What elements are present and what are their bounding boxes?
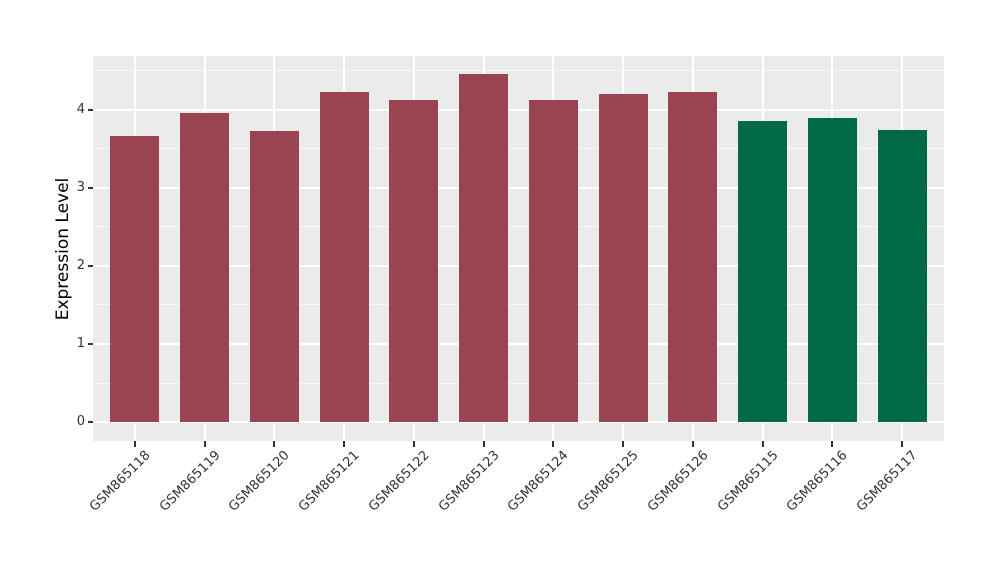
y-tick-mark: [88, 264, 93, 267]
y-tick-label: 4: [76, 101, 85, 117]
gridline-major: [93, 342, 944, 345]
bar-GSM865115: [738, 120, 788, 423]
x-tick-mark: [482, 441, 485, 447]
x-tick-mark: [552, 441, 555, 447]
bar-GSM865116: [807, 117, 857, 423]
gridline-major: [93, 421, 944, 424]
gridline-major: [93, 186, 944, 189]
y-tick-label: 0: [76, 414, 85, 430]
x-tick-mark: [273, 441, 276, 447]
bar-GSM865124: [528, 100, 578, 423]
y-tick-label: 2: [76, 257, 85, 273]
y-tick-mark: [88, 421, 93, 424]
x-tick-mark: [343, 441, 346, 447]
bar-GSM865125: [598, 94, 648, 423]
x-tick-mark: [203, 441, 206, 447]
x-tick-mark: [412, 441, 415, 447]
y-tick-mark: [88, 342, 93, 345]
bar-GSM865117: [877, 130, 927, 423]
y-axis-title: Expression Level: [53, 177, 73, 321]
bar-GSM865121: [319, 91, 369, 423]
x-tick-mark: [133, 441, 136, 447]
bar-GSM865123: [459, 73, 509, 423]
bar-GSM865120: [249, 130, 299, 423]
x-tick-mark: [901, 441, 904, 447]
gridline-minor: [93, 382, 944, 384]
bar-GSM865118: [110, 135, 160, 423]
gridline-minor: [93, 148, 944, 150]
x-tick-mark: [831, 441, 834, 447]
y-tick-mark: [88, 108, 93, 111]
bar-GSM865122: [389, 100, 439, 423]
x-tick-mark: [622, 441, 625, 447]
gridline-minor: [93, 304, 944, 306]
gridline-minor: [93, 70, 944, 72]
x-tick-mark: [761, 441, 764, 447]
gridline-major: [93, 108, 944, 111]
gridline-minor: [93, 226, 944, 228]
y-tick-label: 1: [76, 335, 85, 351]
y-tick-label: 3: [76, 179, 85, 195]
gridline-major: [93, 264, 944, 267]
x-tick-mark: [691, 441, 694, 447]
bar-GSM865126: [668, 91, 718, 423]
bar-GSM865119: [180, 112, 229, 423]
y-tick-mark: [88, 186, 93, 189]
plot-panel: [93, 56, 944, 441]
